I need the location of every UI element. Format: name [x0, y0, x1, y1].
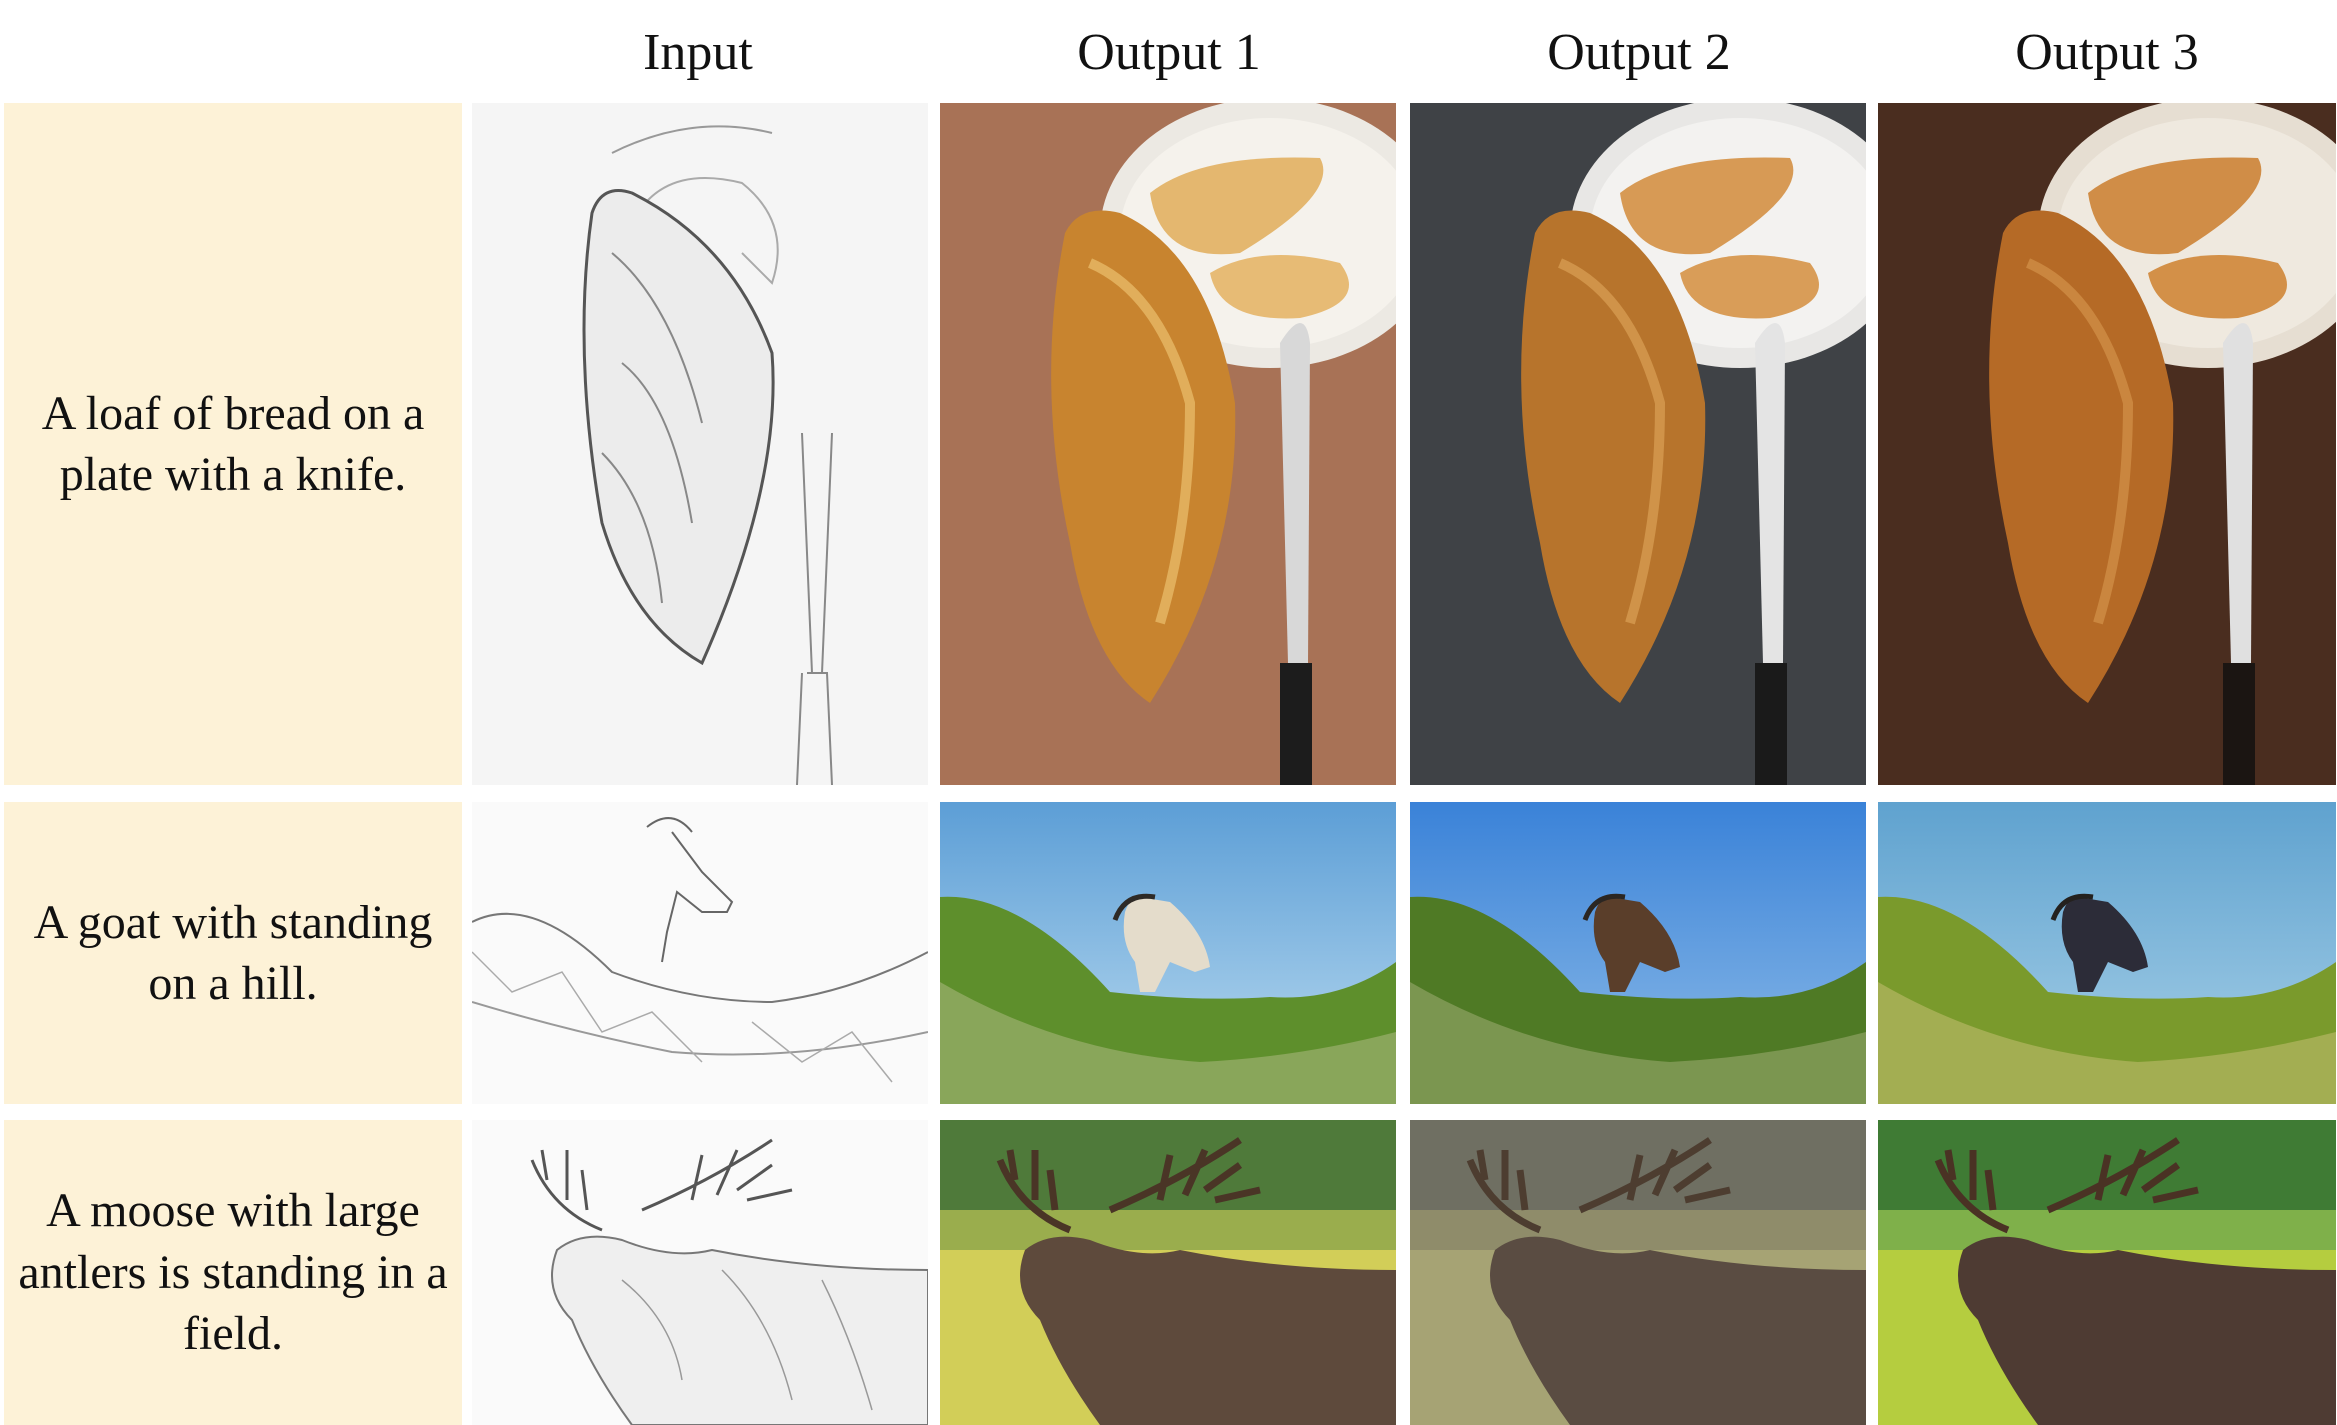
moose-output-2-image [1410, 1120, 1866, 1425]
column-header-input: Input [643, 23, 753, 81]
bread-output-3-image [1878, 103, 2336, 785]
bread-output-2-image [1410, 103, 1866, 785]
row-caption-goat: A goat with standing on a hill. [4, 802, 462, 1104]
moose-output-1-image [940, 1120, 1396, 1425]
goat-output-3-image [1878, 802, 2336, 1104]
bread-output-1-image [940, 103, 1396, 785]
goat-output-2-image [1410, 802, 1866, 1104]
row-caption-moose: A moose with large antlers is standing i… [4, 1120, 462, 1425]
goat-input-sketch [472, 802, 928, 1104]
column-header-output-3: Output 3 [2015, 23, 2199, 81]
bread-input-sketch [472, 103, 928, 785]
column-header-output-2: Output 2 [1547, 23, 1731, 81]
moose-output-3-image [1878, 1120, 2336, 1425]
goat-output-1-image [940, 802, 1396, 1104]
moose-input-sketch [472, 1120, 928, 1425]
column-header-output-1: Output 1 [1077, 23, 1261, 81]
row-caption-bread: A loaf of bread on a plate with a knife. [4, 103, 462, 785]
